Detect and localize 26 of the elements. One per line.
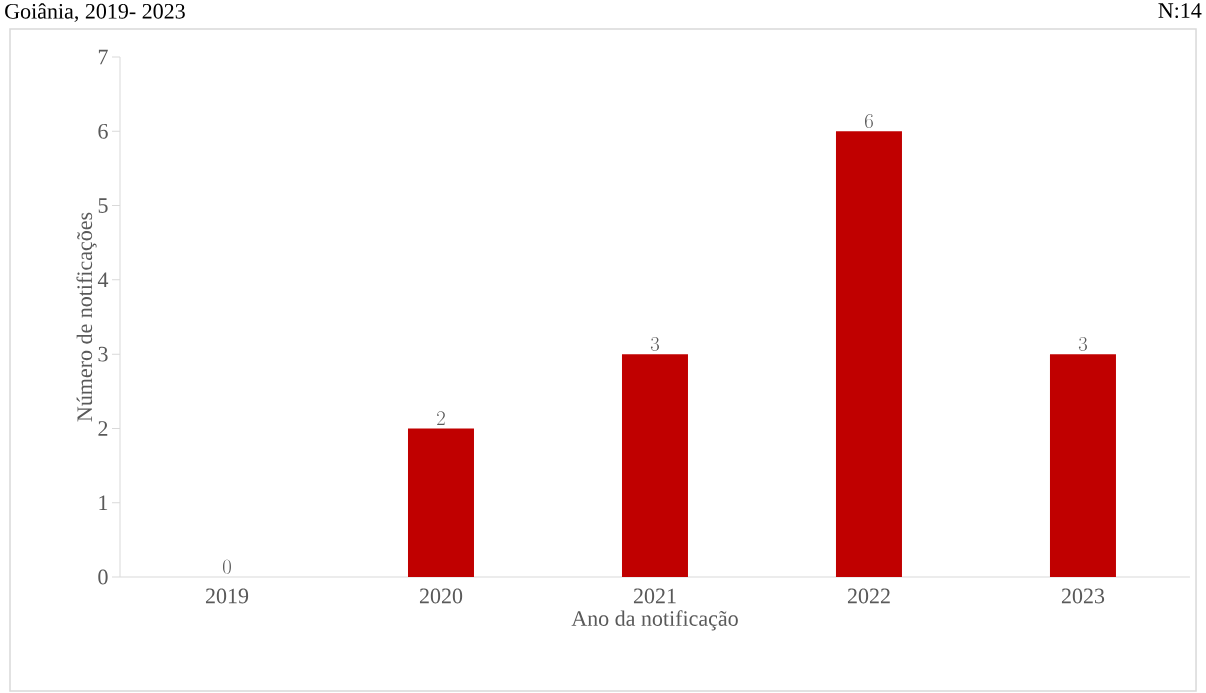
x-tick-label: 2019 bbox=[205, 588, 249, 604]
data-label: 6 bbox=[865, 114, 873, 129]
y-tick-label: 1 bbox=[99, 495, 108, 510]
y-tick-label: 5 bbox=[98, 198, 108, 213]
bar bbox=[407, 428, 474, 577]
y-tick-label: 7 bbox=[98, 49, 108, 65]
y-axis-title: Número de notificações bbox=[76, 212, 97, 422]
text: N:14 bbox=[1158, 3, 1202, 19]
y-tick-label: 4 bbox=[97, 272, 109, 288]
y-tick-label: 6 bbox=[98, 123, 108, 139]
data-label: 3 bbox=[1078, 336, 1088, 351]
y-tick-label: 2 bbox=[98, 421, 108, 436]
data-label: 3 bbox=[650, 336, 660, 351]
bar bbox=[621, 354, 688, 577]
x-tick-label: 2022 bbox=[847, 588, 890, 604]
x-axis-title: Ano da notificação bbox=[571, 610, 738, 631]
y-tick-label: 0 bbox=[98, 569, 108, 585]
bar bbox=[835, 131, 902, 577]
data-label: 2 bbox=[437, 411, 445, 425]
x-tick-label: 2021 bbox=[633, 588, 676, 604]
y-tick-label: 3 bbox=[98, 346, 108, 362]
text: Goiânia, 2019- 2023 bbox=[5, 3, 185, 22]
x-tick-label: 2020 bbox=[419, 588, 463, 604]
data-label: 0 bbox=[223, 559, 231, 574]
x-tick-label: 2023 bbox=[1061, 588, 1105, 604]
bar bbox=[1049, 354, 1116, 577]
